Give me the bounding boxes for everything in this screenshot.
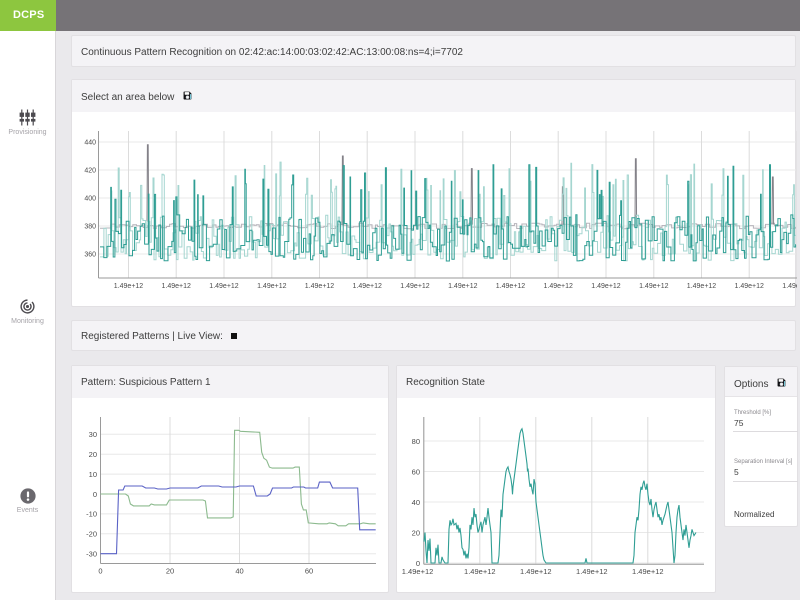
svg-text:-10: -10 xyxy=(86,510,97,519)
svg-text:0: 0 xyxy=(93,490,97,499)
svg-text:40: 40 xyxy=(235,567,243,576)
svg-text:60: 60 xyxy=(305,567,313,576)
svg-text:1.49e+12: 1.49e+12 xyxy=(782,283,797,290)
svg-text:400: 400 xyxy=(84,196,96,203)
svg-text:440: 440 xyxy=(84,140,96,147)
svg-text:0: 0 xyxy=(98,567,102,576)
svg-text:1.49e+12: 1.49e+12 xyxy=(402,567,434,576)
svg-text:1.49e+12: 1.49e+12 xyxy=(161,283,190,290)
svg-text:30: 30 xyxy=(89,430,97,439)
svg-text:20: 20 xyxy=(89,450,97,459)
svg-text:1.49e+12: 1.49e+12 xyxy=(734,283,763,290)
svg-text:1.49e+12: 1.49e+12 xyxy=(687,283,716,290)
svg-text:20: 20 xyxy=(166,567,174,576)
svg-text:1.49e+12: 1.49e+12 xyxy=(576,567,608,576)
svg-text:1.49e+12: 1.49e+12 xyxy=(305,283,334,290)
svg-text:1.49e+12: 1.49e+12 xyxy=(464,567,496,576)
svg-text:40: 40 xyxy=(412,498,420,507)
svg-text:1.49e+12: 1.49e+12 xyxy=(520,567,552,576)
svg-text:20: 20 xyxy=(412,528,420,537)
svg-text:1.49e+12: 1.49e+12 xyxy=(639,283,668,290)
svg-text:1.49e+12: 1.49e+12 xyxy=(543,283,572,290)
svg-text:1.49e+12: 1.49e+12 xyxy=(496,283,525,290)
svg-text:10: 10 xyxy=(89,470,97,479)
svg-text:1.49e+12: 1.49e+12 xyxy=(257,283,286,290)
svg-text:1.49e+12: 1.49e+12 xyxy=(591,283,620,290)
svg-text:-20: -20 xyxy=(86,530,97,539)
svg-text:1.49e+12: 1.49e+12 xyxy=(448,283,477,290)
svg-text:60: 60 xyxy=(412,467,420,476)
svg-text:1.49e+12: 1.49e+12 xyxy=(400,283,429,290)
svg-text:-30: -30 xyxy=(86,550,97,559)
svg-text:0: 0 xyxy=(416,559,420,568)
svg-text:1.49e+12: 1.49e+12 xyxy=(209,283,238,290)
svg-text:1.49e+12: 1.49e+12 xyxy=(632,567,664,576)
svg-text:1.49e+12: 1.49e+12 xyxy=(352,283,381,290)
svg-text:1.49e+12: 1.49e+12 xyxy=(114,283,143,290)
svg-text:80: 80 xyxy=(412,437,420,446)
svg-text:380: 380 xyxy=(84,224,96,231)
svg-text:360: 360 xyxy=(84,252,96,259)
svg-text:420: 420 xyxy=(84,168,96,175)
